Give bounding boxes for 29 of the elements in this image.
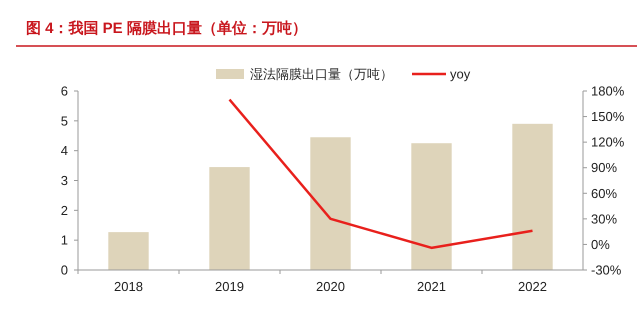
y-tick-label: 5 bbox=[60, 113, 68, 128]
y-tick-label: 2 bbox=[60, 202, 68, 218]
x-tick-label: 2021 bbox=[417, 279, 446, 294]
y2-tick-label: 150% bbox=[591, 109, 625, 124]
y-tick-label: 4 bbox=[60, 143, 68, 158]
y2-tick-label: 60% bbox=[591, 186, 618, 201]
x-tick-label: 2022 bbox=[518, 279, 547, 294]
y-tick-label: 6 bbox=[60, 84, 68, 98]
legend-label: 湿法隔膜出口量（万吨） bbox=[250, 66, 393, 82]
y2-tick-label: 120% bbox=[591, 134, 625, 150]
x-tick-label: 2018 bbox=[114, 279, 143, 294]
bar bbox=[411, 143, 452, 270]
x-tick-label: 2020 bbox=[316, 279, 345, 294]
y-tick-label: 3 bbox=[60, 173, 68, 188]
bar bbox=[310, 137, 351, 270]
chart-title: 图 4：我国 PE 隔膜出口量（单位：万吨） bbox=[26, 20, 307, 37]
bar bbox=[209, 167, 250, 270]
y-tick-label: 0 bbox=[60, 262, 68, 278]
bar bbox=[108, 232, 149, 270]
y2-tick-label: 180% bbox=[591, 84, 625, 98]
y2-tick-label: 90% bbox=[591, 160, 618, 176]
y2-tick-label: 30% bbox=[591, 211, 618, 226]
y-tick-label: 1 bbox=[60, 232, 68, 248]
y2-tick-label: -30% bbox=[591, 262, 622, 278]
bar bbox=[512, 124, 553, 270]
legend-label: yoy bbox=[450, 66, 471, 82]
y2-tick-label: 0% bbox=[591, 236, 610, 252]
x-tick-label: 2019 bbox=[215, 279, 244, 294]
line-series bbox=[228, 98, 534, 250]
